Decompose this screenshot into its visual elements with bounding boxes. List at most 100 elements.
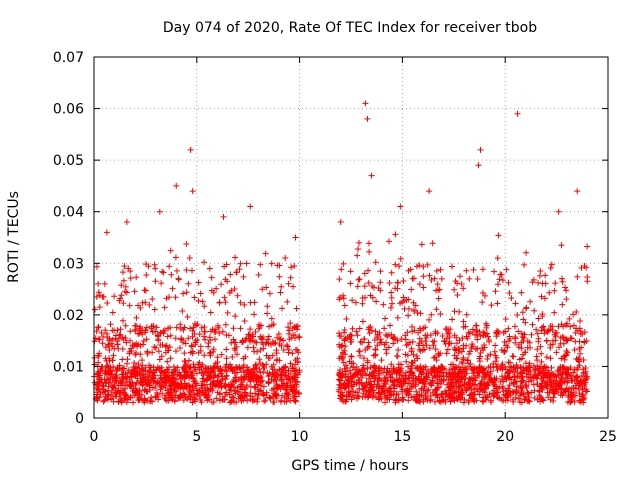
data-point (115, 382, 122, 389)
data-point (341, 302, 348, 309)
data-point (451, 352, 458, 359)
data-point (466, 275, 473, 282)
data-point (120, 385, 127, 392)
data-point (181, 350, 188, 357)
data-point (352, 299, 359, 306)
data-point (259, 286, 266, 293)
data-point (574, 374, 581, 381)
data-point (215, 381, 222, 388)
data-point (109, 309, 116, 316)
data-point (241, 317, 248, 324)
data-point (108, 371, 115, 378)
data-point (272, 391, 279, 398)
data-point (184, 314, 191, 321)
data-point (547, 323, 554, 330)
data-point (282, 254, 289, 261)
data-point (550, 337, 557, 344)
data-point (437, 311, 444, 318)
data-point (506, 289, 513, 296)
data-point (543, 338, 550, 345)
data-point (542, 280, 549, 287)
data-point (353, 328, 360, 335)
data-point (150, 377, 157, 384)
data-point (117, 295, 124, 302)
data-point (564, 379, 571, 386)
data-point (130, 367, 137, 374)
data-point (476, 355, 483, 362)
data-point (223, 372, 230, 379)
data-point (405, 397, 412, 404)
data-point (405, 363, 412, 370)
data-point (99, 340, 106, 347)
data-point (239, 338, 246, 345)
data-point (454, 355, 461, 362)
data-point (518, 373, 525, 380)
data-point (382, 393, 389, 400)
data-point (177, 325, 184, 332)
data-point (542, 369, 549, 376)
data-point (222, 276, 229, 283)
data-point (492, 358, 499, 365)
data-point (355, 368, 362, 375)
data-point (375, 370, 382, 377)
data-point (138, 391, 145, 398)
data-point (336, 276, 343, 283)
data-point (283, 390, 290, 397)
data-point (153, 389, 160, 396)
data-point (366, 248, 373, 255)
data-point (254, 398, 261, 405)
data-point (287, 360, 294, 367)
data-point (285, 373, 292, 380)
data-point (349, 297, 356, 304)
data-point (210, 346, 217, 353)
data-point (110, 352, 117, 359)
data-point (522, 305, 529, 312)
data-point (148, 394, 155, 401)
data-point (382, 315, 389, 322)
data-point (249, 393, 256, 400)
data-point (461, 379, 468, 386)
x-tick-label: 15 (393, 429, 411, 445)
data-point (379, 389, 386, 396)
data-point (417, 327, 424, 334)
data-point (494, 300, 501, 307)
data-point (119, 345, 126, 352)
data-point (161, 327, 168, 334)
data-point (207, 381, 214, 388)
data-point (394, 314, 401, 321)
data-point (374, 334, 381, 341)
data-point (182, 372, 189, 379)
data-point (367, 323, 374, 330)
data-point (135, 341, 142, 348)
data-point (372, 259, 379, 266)
data-point (201, 352, 208, 359)
data-point (161, 394, 168, 401)
data-point (508, 364, 515, 371)
data-point (172, 294, 179, 301)
data-point (426, 397, 433, 404)
data-point (292, 234, 299, 241)
data-point (146, 301, 153, 308)
data-point (540, 397, 547, 404)
data-point (206, 350, 213, 357)
data-point (221, 263, 228, 270)
data-point (262, 250, 269, 257)
data-point (199, 375, 206, 382)
data-point (338, 266, 345, 273)
data-point (204, 365, 211, 372)
data-point (258, 322, 265, 329)
data-point (460, 345, 467, 352)
data-point (531, 395, 538, 402)
data-point (477, 349, 484, 356)
data-point (411, 357, 418, 364)
data-point (525, 378, 532, 385)
data-point (457, 382, 464, 389)
data-point (377, 279, 384, 286)
data-point (568, 396, 575, 403)
data-point (512, 335, 519, 342)
data-point (453, 340, 460, 347)
data-point (273, 392, 280, 399)
data-point (217, 368, 224, 375)
data-point (259, 377, 266, 384)
data-point (255, 388, 262, 395)
